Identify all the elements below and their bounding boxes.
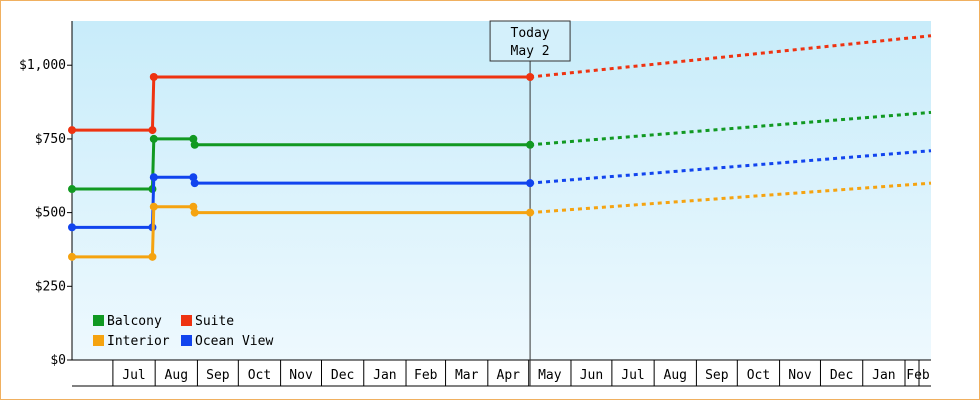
x-tick-label: Feb	[906, 368, 930, 383]
x-tick-label: Nov	[788, 368, 812, 383]
data-point-balcony	[149, 134, 158, 143]
x-tick-label: Jan	[872, 368, 895, 383]
data-point-interior	[148, 252, 157, 261]
legend-label-suite: Suite	[195, 314, 234, 329]
x-tick-label: May	[538, 368, 562, 383]
x-tick-label: Jul	[122, 368, 145, 383]
y-tick-label: $500	[35, 206, 66, 221]
legend-swatch-ocean-view	[181, 335, 192, 346]
data-point-balcony	[68, 185, 76, 194]
y-tick-label: $0	[50, 353, 66, 368]
x-tick-label: Oct	[248, 368, 271, 383]
y-tick-label: $250	[35, 279, 66, 294]
x-tick-label: Jan	[373, 368, 396, 383]
legend-label-ocean-view: Ocean View	[195, 334, 273, 349]
x-tick-label: Mar	[455, 368, 479, 383]
data-point-suite	[149, 73, 158, 82]
plot-area	[72, 21, 931, 360]
legend-label-interior: Interior	[107, 334, 170, 349]
data-point-interior	[149, 202, 158, 211]
series-forecast-suite	[529, 34, 932, 79]
x-tick-label: Feb	[414, 368, 438, 383]
x-tick-label: Dec	[331, 368, 354, 383]
series-line-balcony	[72, 137, 531, 191]
legend-swatch-interior	[93, 335, 104, 346]
data-point-suite	[526, 73, 535, 82]
x-tick-label: Apr	[497, 368, 521, 383]
today-label: Today	[511, 26, 550, 41]
data-point-interior	[190, 208, 199, 217]
data-point-ocean-view	[526, 179, 535, 188]
legend-label-balcony: Balcony	[107, 314, 162, 329]
series-line-suite	[72, 75, 531, 132]
y-tick-label: $1,000	[19, 58, 66, 73]
data-point-balcony	[526, 140, 535, 149]
data-point-balcony	[190, 140, 199, 149]
x-tick-label: Oct	[747, 368, 770, 383]
series-forecast-ocean-view	[529, 149, 932, 185]
legend-swatch-balcony	[93, 315, 104, 326]
series-forecast-interior	[529, 181, 932, 215]
x-tick-label: Sep	[206, 368, 230, 383]
x-tick-label: Aug	[664, 368, 687, 383]
data-point-suite	[148, 126, 157, 135]
x-tick-label: Sep	[705, 368, 729, 383]
x-tick-label: Jun	[580, 368, 603, 383]
data-point-ocean-view	[190, 179, 199, 188]
data-point-interior	[526, 208, 535, 217]
x-tick-label: Nov	[289, 368, 313, 383]
series-line-interior	[72, 205, 531, 259]
data-point-ocean-view	[68, 223, 76, 232]
legend-swatch-suite	[181, 315, 192, 326]
x-tick-label: Dec	[830, 368, 853, 383]
today-box	[489, 20, 571, 62]
today-date-label: May 2	[511, 44, 550, 59]
series-forecast-balcony	[529, 110, 932, 147]
data-point-suite	[68, 126, 76, 135]
series-line-ocean-view	[72, 175, 531, 229]
x-tick-label: Jul	[621, 368, 644, 383]
y-tick-label: $750	[35, 132, 66, 147]
data-point-ocean-view	[149, 173, 158, 182]
x-tick-label: Aug	[165, 368, 188, 383]
data-point-interior	[68, 252, 76, 261]
